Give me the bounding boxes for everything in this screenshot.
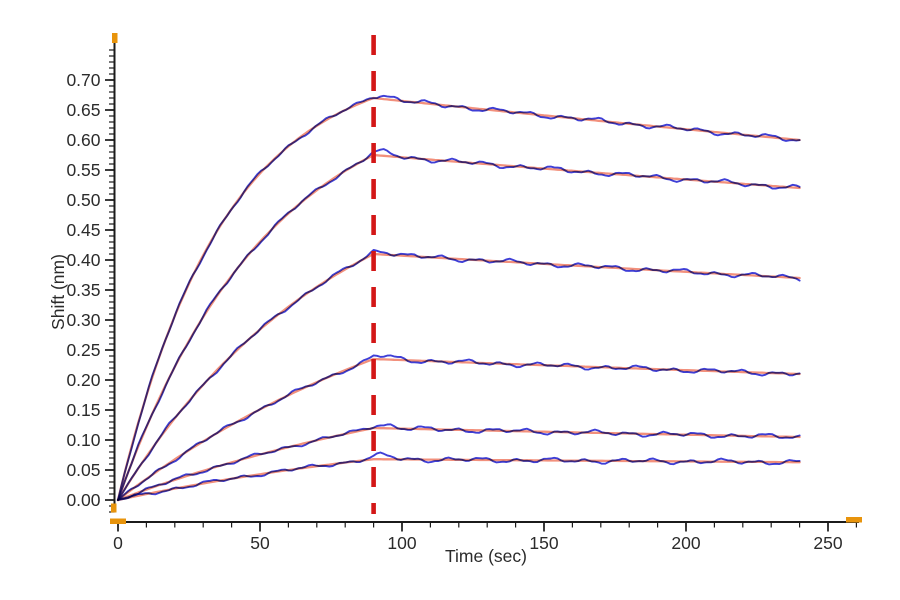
y-tick-label: 0.30 — [66, 310, 100, 330]
raw-data-curve — [117, 423, 801, 501]
y-axis-label: Shift (nm) — [48, 254, 68, 330]
raw-data-curves-layer — [117, 94, 801, 501]
raw-data-curve — [117, 451, 801, 501]
raw-data-curve — [117, 354, 801, 501]
x-tick-label: 250 — [813, 533, 842, 553]
y-tick-label: 0.50 — [66, 190, 100, 210]
fit-curve — [116, 426, 801, 502]
x-tick-label: 200 — [671, 533, 700, 553]
y-tick-label: 0.65 — [66, 100, 100, 120]
y-axis-bottom-end-cap — [111, 503, 117, 513]
y-tick-label: 0.20 — [66, 370, 100, 390]
y-tick-label: 0.05 — [66, 460, 100, 480]
raw-data-curve — [117, 94, 801, 501]
x-axis-right-end-cap — [846, 517, 862, 523]
y-tick-label: 0.55 — [66, 160, 100, 180]
fit-curve — [116, 153, 801, 502]
fit-curves-layer — [116, 96, 801, 502]
y-tick-label: 0.45 — [66, 220, 100, 240]
y-tick-label: 0.10 — [66, 430, 100, 450]
y-tick-label: 0.40 — [66, 250, 100, 270]
y-tick-label: 0.00 — [66, 490, 100, 510]
x-tick-label: 100 — [387, 533, 416, 553]
y-tick-label: 0.60 — [66, 130, 100, 150]
y-tick-label: 0.70 — [66, 70, 100, 90]
y-tick-label: 0.35 — [66, 280, 100, 300]
x-axis-label: Time (sec) — [445, 546, 527, 566]
raw-data-curve — [117, 148, 801, 501]
axes-layer: 0.00 0.05 0.10 0.15 0.20 0.25 0.30 0.35 0.40 0.45… — [66, 36, 859, 553]
y-tick-label: 0.15 — [66, 400, 100, 420]
raw-data-curve — [117, 248, 801, 501]
x-tick-label: 50 — [250, 533, 270, 553]
x-tick-label: 0 — [113, 533, 123, 553]
y-axis-top-end-cap — [112, 33, 118, 43]
fit-curve — [116, 96, 801, 502]
y-tick-label: 0.25 — [66, 340, 100, 360]
x-tick-label: 150 — [529, 533, 558, 553]
axis-end-caps-layer — [110, 33, 862, 524]
x-axis-left-end-cap — [110, 518, 126, 524]
